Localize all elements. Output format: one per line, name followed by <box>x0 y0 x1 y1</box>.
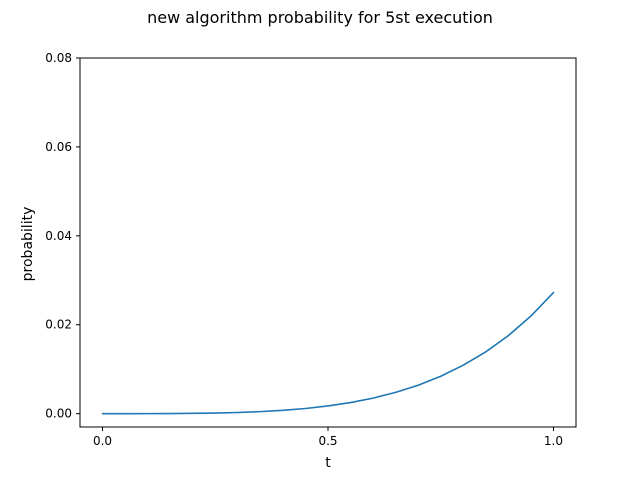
x-tick-label: 0.5 <box>318 434 337 448</box>
x-tick-label: 0.0 <box>93 434 112 448</box>
series-group <box>101 291 555 415</box>
y-axis: 0.00 0.02 0.04 0.06 0.08 <box>45 51 80 421</box>
x-tick-label: 1.0 <box>544 434 563 448</box>
x-axis: 0.0 0.5 1.0 <box>93 427 563 448</box>
y-axis-label: probability <box>20 207 36 282</box>
y-tick-label: 0.06 <box>45 140 72 154</box>
chart-title: new algorithm probability for 5st execut… <box>147 8 493 27</box>
series-line <box>101 291 555 415</box>
y-tick-label: 0.08 <box>45 51 72 65</box>
y-tick-label: 0.00 <box>45 407 72 421</box>
y-tick-label: 0.04 <box>45 229 72 243</box>
plot-area-frame <box>79 57 577 428</box>
x-axis-label: t <box>325 455 331 471</box>
y-tick-label: 0.02 <box>45 318 72 332</box>
